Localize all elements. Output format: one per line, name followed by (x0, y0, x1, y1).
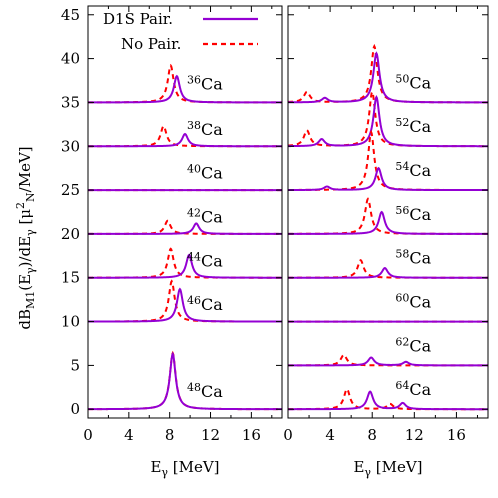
left-panel: 36Ca 38Ca 40Ca 42Ca 44Ca 46Ca 48Ca 0 4 8 12 16 0 5 10 1… (61, 5, 283, 479)
x-tick-label: 4 (325, 426, 335, 444)
isotope-label-42Ca: 42Ca (187, 207, 223, 227)
curve-nopair-48Ca (88, 350, 282, 411)
y-tick-label: 35 (61, 93, 80, 111)
curve-pair-64Ca (288, 390, 488, 411)
x-tick-label: 16 (242, 426, 261, 444)
y-tick-label: 20 (61, 225, 80, 243)
isotope-label-44Ca: 44Ca (187, 250, 223, 270)
curve-pair-38Ca (88, 132, 282, 148)
x-tick-label: 0 (83, 426, 93, 444)
curve-nopair-38Ca (88, 124, 282, 148)
x-tick-label: 16 (447, 426, 466, 444)
curve-nopair-52Ca (287, 89, 488, 148)
panel-frame (287, 5, 489, 419)
curve-pair-62Ca (288, 356, 488, 367)
x-tick-label: 8 (367, 426, 377, 444)
y-tick-label: 5 (70, 356, 80, 374)
isotope-label-48Ca: 48Ca (187, 381, 223, 401)
isotope-label-64Ca: 64Ca (395, 379, 431, 399)
curve-nopair-50Ca (287, 43, 488, 104)
legend-entry-pair-label: D1S Pair. (103, 10, 173, 28)
curve-nopair-46Ca (88, 279, 282, 323)
y-tick-label: 45 (61, 6, 80, 24)
curve-pair-36Ca (88, 74, 283, 104)
x-axis-title: Eγ [MeV] (353, 458, 422, 479)
curve-nopair-58Ca (288, 259, 488, 279)
curve-nopair-62Ca (288, 353, 488, 367)
curve-nopair-42Ca (88, 219, 282, 235)
y-tick-label: 40 (61, 50, 80, 68)
curve-pair-52Ca (287, 95, 488, 148)
curve-pair-56Ca (288, 210, 488, 235)
isotope-label-38Ca: 38Ca (187, 119, 223, 139)
y-tick-label: 15 (61, 269, 80, 287)
y-tick-label: 25 (61, 181, 80, 199)
panel-frame (87, 5, 283, 419)
x-tick-label: 12 (405, 426, 424, 444)
curve-pair-42Ca (88, 222, 282, 235)
right-panel: 50Ca 52Ca 54Ca 56Ca 58Ca 60Ca 62Ca 64Ca 0 4 8 12 16 E… (283, 5, 489, 479)
isotope-label-58Ca: 58Ca (395, 248, 431, 268)
curve-pair-58Ca (288, 267, 488, 279)
isotope-label-50Ca: 50Ca (395, 72, 431, 92)
isotope-label-52Ca: 52Ca (395, 116, 431, 136)
curve-pair-46Ca (87, 287, 282, 323)
isotope-label-56Ca: 56Ca (395, 204, 431, 224)
curve-nopair-44Ca (88, 247, 282, 279)
curve-nopair-36Ca (88, 63, 282, 104)
curve-nopair-56Ca (288, 197, 488, 235)
y-tick-label: 10 (61, 313, 80, 331)
isotope-label-36Ca: 36Ca (187, 73, 223, 93)
y-tick-label: 0 (70, 400, 80, 418)
legend: D1S Pair. No Pair. (103, 10, 258, 53)
x-axis-title: Eγ [MeV] (150, 458, 219, 479)
curve-nopair-64Ca (288, 387, 488, 411)
x-tick-label: 8 (165, 426, 175, 444)
x-tick-label: 4 (124, 426, 134, 444)
x-tick-label: 0 (283, 426, 293, 444)
x-tick-label: 12 (201, 426, 220, 444)
axis-titles: dBM1(Eγ)/dEγ [μ2N/MeV] (14, 146, 37, 329)
y-tick-label: 30 (61, 137, 80, 155)
curve-pair-54Ca (288, 166, 488, 192)
legend-entry-nopair-label: No Pair. (121, 35, 181, 53)
curve-pair-44Ca (88, 253, 282, 279)
isotope-label-40Ca: 40Ca (187, 163, 223, 183)
isotope-label-46Ca: 46Ca (187, 294, 223, 314)
curve-pair-50Ca (287, 51, 488, 104)
isotope-label-62Ca: 62Ca (395, 335, 431, 355)
isotope-label-54Ca: 54Ca (395, 160, 431, 180)
isotope-label-60Ca: 60Ca (395, 292, 431, 312)
y-axis-title: dBM1(Eγ)/dEγ [μ2N/MeV] (14, 146, 37, 329)
curve-pair-48Ca (87, 351, 283, 411)
